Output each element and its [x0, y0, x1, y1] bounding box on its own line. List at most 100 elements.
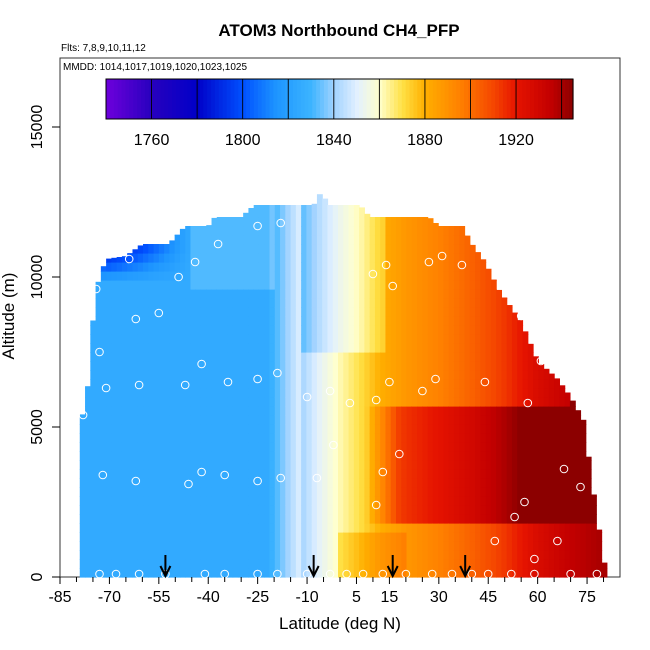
heatmap-cell: [169, 424, 176, 434]
heatmap-cell: [269, 244, 276, 254]
heatmap-cell: [269, 253, 276, 263]
heatmap-cell: [533, 550, 539, 560]
heatmap-cell: [290, 271, 297, 281]
heatmap-cell: [200, 226, 207, 236]
heatmap-cell: [533, 397, 539, 407]
heatmap-cell: [106, 370, 112, 380]
heatmap-cell: [448, 397, 455, 407]
heatmap-cell: [359, 433, 365, 443]
heatmap-cell: [174, 433, 181, 443]
heatmap-cell: [158, 469, 165, 479]
heatmap-cell: [200, 406, 207, 416]
heatmap-cell: [311, 352, 318, 362]
heatmap-cell: [274, 478, 281, 488]
heatmap-cell: [543, 523, 550, 533]
heatmap-cell: [369, 325, 376, 335]
heatmap-cell: [232, 505, 239, 515]
heatmap-cell: [90, 379, 97, 389]
heatmap-cell: [459, 352, 466, 362]
heatmap-cell: [348, 469, 355, 479]
sample-point: [273, 569, 282, 579]
heatmap-cell: [121, 460, 128, 470]
colorbar-segment: [214, 79, 220, 119]
heatmap-cell: [190, 487, 197, 497]
heatmap-cell: [327, 568, 334, 578]
heatmap-cell: [401, 316, 408, 326]
sample-point: [378, 467, 388, 477]
heatmap-cell: [306, 415, 313, 425]
heatmap-cell: [100, 487, 107, 497]
heatmap-cell: [417, 271, 423, 281]
colorbar-segment: [144, 79, 150, 119]
heatmap-cell: [264, 244, 271, 254]
heatmap-cell: [285, 343, 292, 353]
heatmap-cell: [543, 550, 550, 560]
heatmap-cell: [364, 505, 371, 515]
heatmap-cell: [153, 244, 160, 254]
heatmap-cell: [332, 532, 339, 542]
heatmap-cell: [406, 307, 413, 317]
heatmap-cell: [290, 280, 297, 290]
heatmap-cell: [327, 460, 334, 470]
heatmap-cell: [511, 487, 518, 497]
heatmap-cell: [401, 469, 408, 479]
colorbar-segment: [355, 79, 360, 119]
heatmap-cell: [591, 559, 597, 569]
heatmap-cell: [137, 541, 144, 551]
heatmap-cell: [569, 550, 576, 560]
heatmap-cell: [343, 469, 350, 479]
heatmap-cell: [490, 325, 497, 335]
heatmap-cell: [322, 451, 329, 461]
heatmap-cell: [448, 343, 455, 353]
heatmap-cell: [237, 433, 244, 443]
heatmap-cell: [432, 550, 439, 560]
heatmap-cell: [85, 541, 91, 551]
heatmap-cell: [438, 343, 445, 353]
heatmap-cell: [543, 541, 550, 551]
heatmap-cell: [222, 442, 228, 452]
heatmap-cell: [137, 550, 144, 560]
heatmap-cell: [316, 487, 323, 497]
heatmap-cell: [348, 280, 355, 290]
heatmap-cell: [148, 442, 155, 452]
heatmap-cell: [343, 433, 350, 443]
heatmap-cell: [95, 550, 102, 560]
heatmap-cell: [348, 253, 355, 263]
heatmap-cell: [390, 298, 397, 308]
heatmap-cell: [564, 478, 571, 488]
heatmap-cell: [100, 568, 107, 578]
heatmap-cell: [169, 550, 176, 560]
heatmap-cell: [343, 379, 350, 389]
colorbar-segment: [479, 79, 485, 119]
heatmap-cell: [522, 397, 529, 407]
heatmap-cell: [243, 559, 250, 569]
heatmap-cell: [269, 379, 276, 389]
heatmap-cell: [179, 514, 186, 524]
heatmap-cell: [311, 262, 318, 272]
heatmap-cell: [485, 397, 492, 407]
heatmap-cell: [496, 514, 503, 524]
heatmap-cell: [480, 505, 487, 515]
heatmap-cell: [490, 433, 497, 443]
heatmap-cell: [274, 379, 281, 389]
heatmap-cell: [543, 469, 550, 479]
sample-point: [437, 251, 447, 261]
heatmap-cell: [227, 469, 234, 479]
heatmap-cell: [153, 343, 160, 353]
heatmap-cell: [406, 226, 413, 236]
heatmap-cell: [322, 415, 329, 425]
heatmap-cell: [406, 433, 413, 443]
heatmap-cell: [448, 568, 455, 578]
heatmap-cell: [585, 532, 592, 542]
heatmap-cell: [211, 235, 218, 245]
heatmap-cell: [211, 451, 218, 461]
heatmap-cell: [232, 325, 239, 335]
heatmap-cell: [506, 325, 513, 335]
heatmap-cell: [480, 343, 487, 353]
heatmap-cell: [269, 325, 276, 335]
heatmap-cell: [517, 343, 524, 353]
heatmap-cell: [332, 298, 339, 308]
heatmap-cell: [432, 388, 439, 398]
heatmap-cell: [227, 397, 234, 407]
heatmap-cell: [369, 559, 376, 569]
